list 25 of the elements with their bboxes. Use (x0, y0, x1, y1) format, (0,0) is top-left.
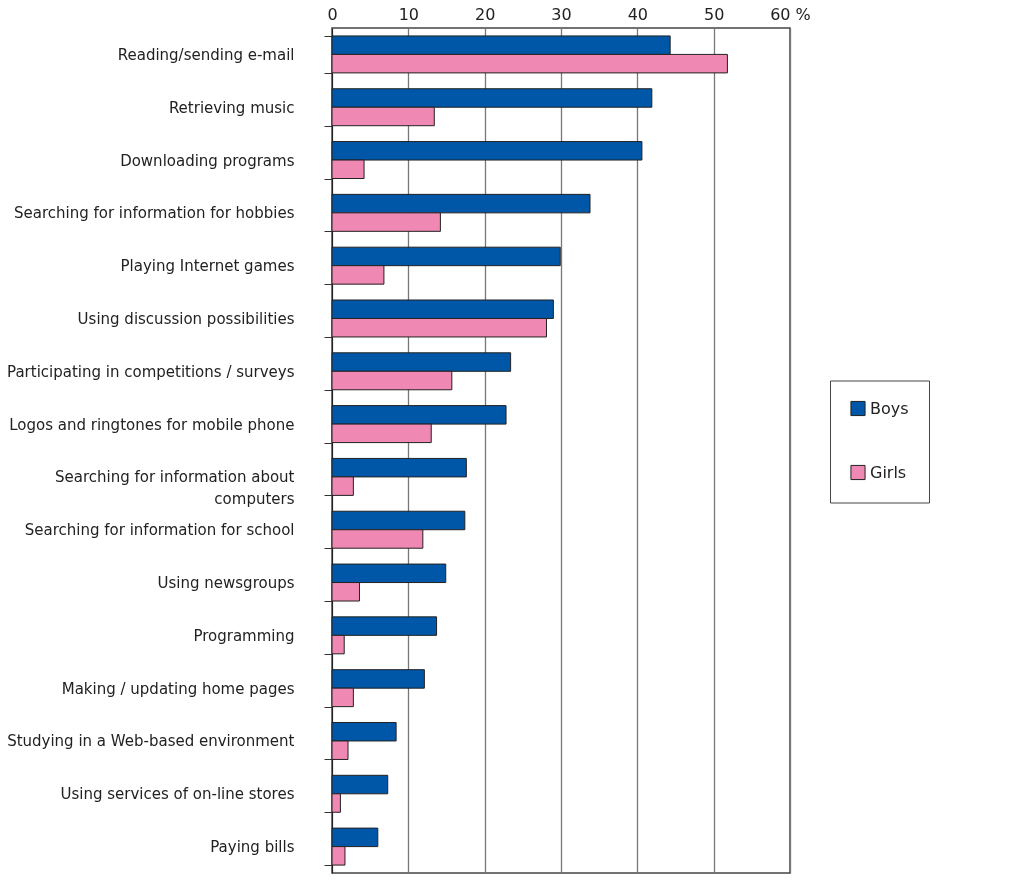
y-tick-label: Paying bills (210, 838, 295, 857)
y-tick-label: Downloading programs (120, 151, 295, 170)
legend-label: Boys (870, 398, 909, 418)
y-tick-label: Using services of on-line stores (60, 785, 295, 804)
x-tick-label: 20 (474, 4, 496, 24)
x-tick-label: 60 % (770, 4, 811, 24)
y-tick-label: Using discussion possibilities (77, 309, 295, 328)
y-tick-label: Studying in a Web-based environment (7, 732, 295, 751)
y-tick-label: Making / updating home pages (61, 679, 295, 698)
x-tick-label: 50 (703, 4, 725, 24)
y-tick-label: Searching for information for school (24, 521, 295, 540)
y-tick-label: Playing Internet games (120, 257, 295, 276)
y-tick-label: Retrieving music (168, 98, 295, 117)
y-tick-label: Logos and ringtones for mobile phone (9, 415, 295, 434)
legend-label: Girls (870, 462, 907, 482)
x-tick-label: 30 (551, 4, 572, 24)
x-tick-label: 10 (398, 4, 420, 24)
y-tick-label: Reading/sending e-mail (117, 45, 295, 64)
x-tick-label: 40 (627, 4, 649, 24)
y-tick-label: Using newsgroups (157, 574, 295, 593)
y-tick-label: Programming (193, 626, 295, 645)
y-tick-label: Searching for information about computers (54, 468, 295, 509)
y-tick-label: Searching for information for hobbies (13, 204, 295, 223)
x-tick-label: 0 (327, 4, 338, 24)
y-tick-label: Participating in competitions / surveys (7, 362, 295, 381)
